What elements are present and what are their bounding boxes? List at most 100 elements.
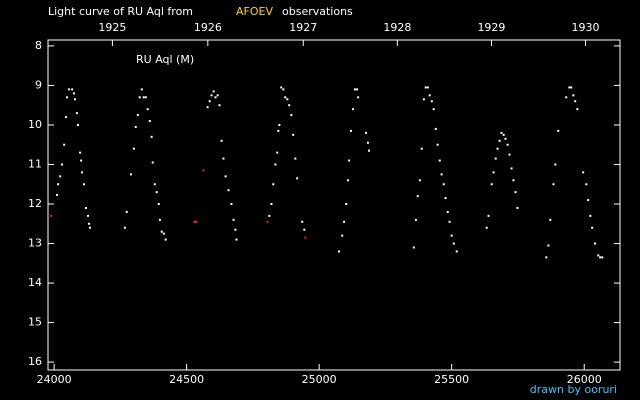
data-point [570,86,573,89]
data-point [282,88,285,91]
data-point [278,123,281,126]
data-point [162,232,165,235]
y-tick-label: 11 [28,157,42,170]
data-point [434,127,437,130]
data-point [216,94,219,97]
data-point [71,88,74,91]
data-point [516,206,519,209]
data-point [88,222,91,225]
data-point [136,114,139,117]
data-point [418,179,421,182]
data-point [202,169,205,172]
data-point [455,250,458,253]
data-point [80,171,83,174]
data-point [164,238,167,241]
y-tick-label: 15 [28,316,42,329]
data-point [59,175,62,178]
data-point [132,147,135,150]
data-point [123,226,126,229]
data-point [554,163,557,166]
data-point [296,177,299,180]
data-point [160,230,163,233]
data-point [436,143,439,146]
data-point [232,218,235,221]
data-point [155,191,158,194]
x-tick-label: 25000 [302,373,337,386]
data-point [452,242,455,245]
data-point [348,159,351,162]
data-point [234,228,237,231]
data-point [366,141,369,144]
data-point [545,256,548,259]
data-point [74,98,77,101]
x2-tick-label: 1929 [477,21,505,34]
data-point [565,96,568,99]
data-point [230,203,233,206]
data-point [576,108,579,111]
data-point [597,254,600,257]
data-point [490,183,493,186]
data-point [514,191,517,194]
data-point [367,149,370,152]
data-point [144,96,147,99]
data-point [268,214,271,217]
data-point [552,183,555,186]
data-point [274,163,277,166]
chart-title: Light curve of RU Aql from [48,5,193,18]
data-point [504,137,507,140]
data-point [65,116,68,119]
data-point [582,171,585,174]
data-point [352,108,355,111]
data-point [506,143,509,146]
data-point [343,220,346,223]
plot-frame [47,39,621,371]
x-tick-label: 26000 [567,373,602,386]
data-point [138,96,141,99]
data-point [420,147,423,150]
data-point [125,210,128,213]
data-point [83,183,86,186]
data-point [129,173,132,176]
data-point [75,112,78,115]
data-point [286,98,289,101]
data-point [574,100,577,103]
data-point [357,96,360,99]
y-tick-label: 10 [28,118,42,131]
data-point [508,153,511,156]
chart-title-source: AFOEV [236,5,273,18]
data-point [353,88,356,91]
data-point [284,96,287,99]
data-point [492,171,495,174]
data-point [57,183,60,186]
data-point [84,206,87,209]
data-point [572,94,575,97]
data-point [134,125,137,128]
data-point [142,96,145,99]
data-point [301,220,304,223]
data-point [288,104,291,107]
data-point [276,151,279,154]
data-point [549,218,552,221]
data-point [277,129,280,132]
data-point [510,167,513,170]
data-point [416,195,419,198]
data-point [347,179,350,182]
data-point [270,203,273,206]
data-point [294,157,297,160]
star-label: RU Aql (M) [136,53,194,66]
data-point [432,108,435,111]
data-point [502,133,505,136]
data-point [589,214,592,217]
x-tick-label: 25500 [434,373,469,386]
data-point [235,238,238,241]
data-point [365,131,368,134]
data-point [412,246,415,249]
data-point [442,183,445,186]
data-point [151,161,154,164]
data-point [599,256,602,259]
data-point [338,250,341,253]
x2-tick-label: 1927 [289,21,317,34]
data-point [208,100,211,103]
data-point [591,226,594,229]
